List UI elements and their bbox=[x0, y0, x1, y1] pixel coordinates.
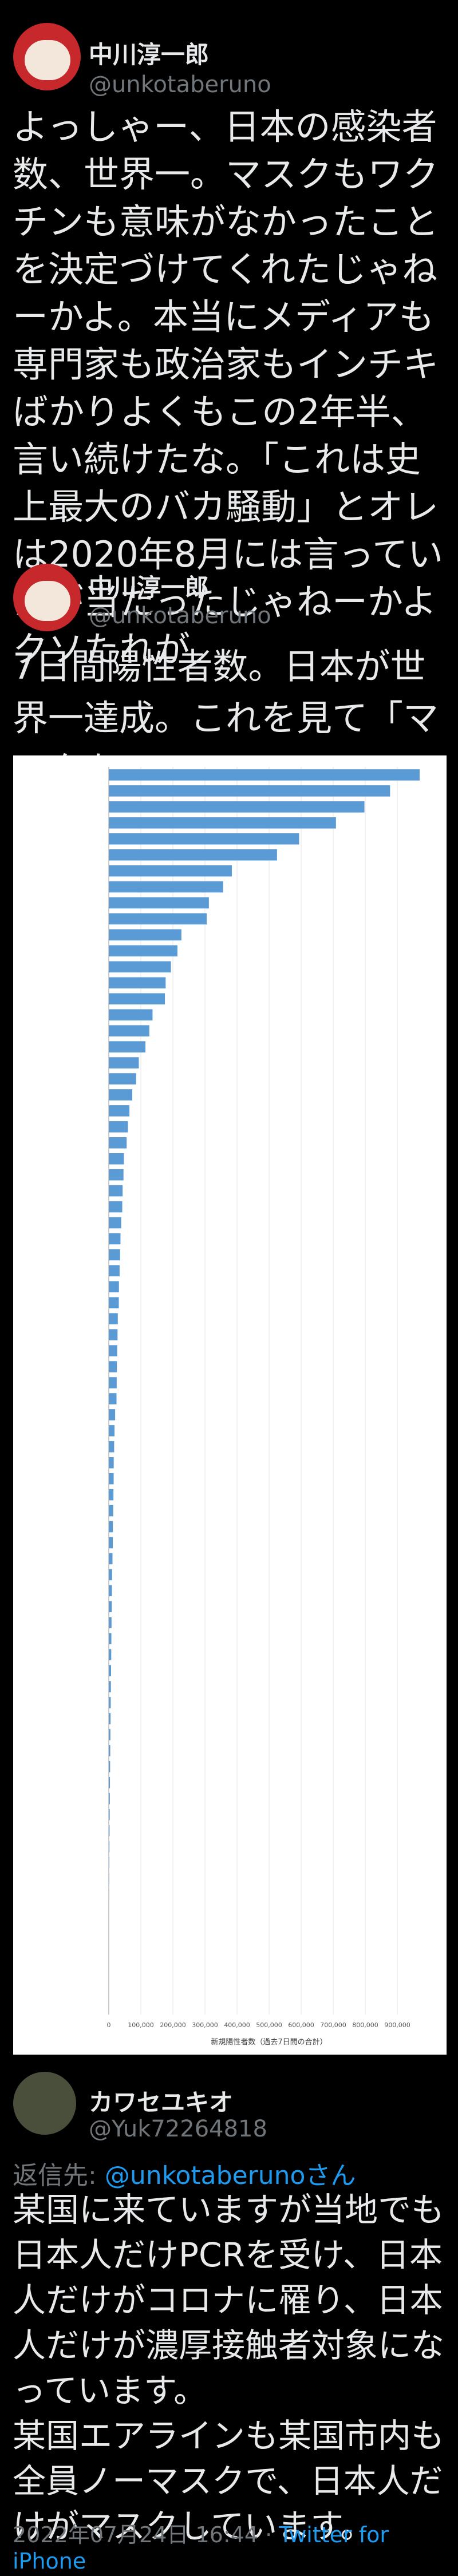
bar bbox=[109, 1345, 117, 1356]
reply-label: 返信先: bbox=[13, 2161, 97, 2190]
bar bbox=[109, 1249, 120, 1261]
bar bbox=[109, 1441, 114, 1453]
bar bbox=[109, 1681, 111, 1692]
bar bbox=[109, 1281, 119, 1293]
x-tick-label: 200,000 bbox=[160, 2021, 186, 2029]
bar bbox=[109, 897, 209, 909]
bar bbox=[109, 1393, 117, 1404]
bar bbox=[109, 1569, 112, 1581]
bar bbox=[109, 1185, 123, 1197]
avatar[interactable] bbox=[13, 2072, 76, 2135]
x-tick-label: 0 bbox=[107, 2021, 111, 2029]
bar bbox=[109, 1361, 117, 1372]
bar bbox=[109, 1057, 139, 1069]
bar bbox=[109, 785, 390, 797]
tweet-text: よっしゃー、日本の感染者数、世界一。マスクもワクチンも意味がなかったことを決定づ… bbox=[13, 106, 444, 670]
bar bbox=[109, 1792, 110, 1805]
x-axis-label: 新規陽性者数（過去7日間の合計） bbox=[211, 2037, 327, 2047]
user-name[interactable]: 中川淳一郎 bbox=[89, 573, 210, 602]
x-tick-label: 300,000 bbox=[192, 2021, 218, 2029]
bar bbox=[109, 801, 365, 813]
bar bbox=[109, 1121, 128, 1133]
bar bbox=[109, 1601, 112, 1613]
bar bbox=[109, 1265, 120, 1277]
bar bbox=[109, 1761, 110, 1772]
reply-to[interactable]: @unkotaberunoさん bbox=[104, 2161, 356, 2190]
bar bbox=[109, 1537, 113, 1549]
tweet-text: 某国に来ていますが当地でも日本人だけPCRを受け、日本人だけがコロナに罹り、日本… bbox=[13, 2190, 445, 2546]
bar bbox=[109, 961, 171, 973]
bar bbox=[109, 1489, 114, 1501]
bar bbox=[109, 881, 223, 893]
bar bbox=[109, 865, 232, 877]
bar bbox=[109, 1329, 118, 1340]
x-tick-label: 500,000 bbox=[256, 2021, 282, 2029]
avatar[interactable] bbox=[13, 23, 81, 90]
x-tick-label: 800,000 bbox=[352, 2021, 378, 2029]
x-tick-label: 400,000 bbox=[224, 2021, 250, 2029]
bar bbox=[109, 1473, 114, 1485]
bar bbox=[109, 833, 299, 845]
bar bbox=[109, 1809, 110, 1821]
chart-bg bbox=[13, 755, 447, 2055]
bar bbox=[109, 1233, 121, 1245]
bar bbox=[109, 1729, 110, 1740]
bar bbox=[109, 769, 420, 781]
bar bbox=[109, 1505, 113, 1517]
bar bbox=[109, 1776, 110, 1788]
user-name[interactable]: カワセユキオ bbox=[89, 2088, 234, 2116]
bar bbox=[109, 1665, 111, 1676]
bar bbox=[109, 993, 165, 1005]
bar bbox=[109, 1297, 119, 1309]
chart-image[interactable]: 0 100,000 200,000 300,000 400,000 500,000 600,… bbox=[13, 755, 447, 2055]
bar bbox=[109, 817, 336, 829]
bar bbox=[109, 1633, 112, 1644]
bar bbox=[109, 1217, 121, 1229]
reply-line: 返信先: @unkotaberunoさん bbox=[13, 2155, 356, 2191]
bar bbox=[109, 977, 166, 989]
user-handle[interactable]: @Yuk72264818 bbox=[89, 2116, 267, 2142]
bar bbox=[109, 929, 181, 941]
bar bbox=[109, 1521, 113, 1533]
bar bbox=[109, 1553, 113, 1565]
x-tick-label: 900,000 bbox=[384, 2021, 410, 2029]
bar bbox=[109, 1153, 124, 1165]
x-tick-label: 700,000 bbox=[320, 2021, 346, 2029]
avatar[interactable] bbox=[13, 564, 81, 631]
timestamp: 2022年07月24日 16:44 bbox=[13, 2522, 259, 2547]
bar bbox=[109, 1409, 116, 1420]
bar bbox=[109, 1425, 115, 1437]
bar bbox=[109, 1313, 118, 1325]
bar bbox=[109, 1025, 149, 1036]
user-handle[interactable]: @unkotaberuno bbox=[89, 603, 271, 629]
user-handle[interactable]: @unkotaberuno bbox=[89, 72, 271, 98]
bar bbox=[109, 1089, 133, 1101]
bar bbox=[109, 1201, 123, 1213]
bar bbox=[109, 1697, 111, 1708]
bar bbox=[109, 1009, 153, 1020]
bar bbox=[109, 849, 277, 861]
bar bbox=[109, 1617, 112, 1629]
source[interactable]: Twitter for iPhone bbox=[13, 2522, 389, 2574]
bar bbox=[109, 1457, 114, 1469]
bar bbox=[109, 1041, 146, 1052]
bar bbox=[109, 1105, 130, 1117]
x-tick-label: 100,000 bbox=[128, 2021, 154, 2029]
bar bbox=[109, 1377, 117, 1388]
user-name[interactable]: 中川淳一郎 bbox=[89, 41, 210, 69]
bar bbox=[109, 1745, 110, 1756]
bar bbox=[109, 945, 177, 957]
x-tick-label: 600,000 bbox=[288, 2021, 314, 2029]
bar bbox=[109, 913, 207, 925]
bar bbox=[109, 1073, 136, 1085]
bar bbox=[109, 1649, 112, 1660]
bar bbox=[109, 1585, 112, 1597]
bar bbox=[109, 1137, 127, 1149]
bar bbox=[109, 1713, 111, 1724]
separator: · bbox=[265, 2522, 273, 2547]
meta: 2022年07月24日 16:44 · Twitter for iPhone bbox=[13, 2517, 458, 2574]
bar bbox=[109, 1169, 124, 1181]
